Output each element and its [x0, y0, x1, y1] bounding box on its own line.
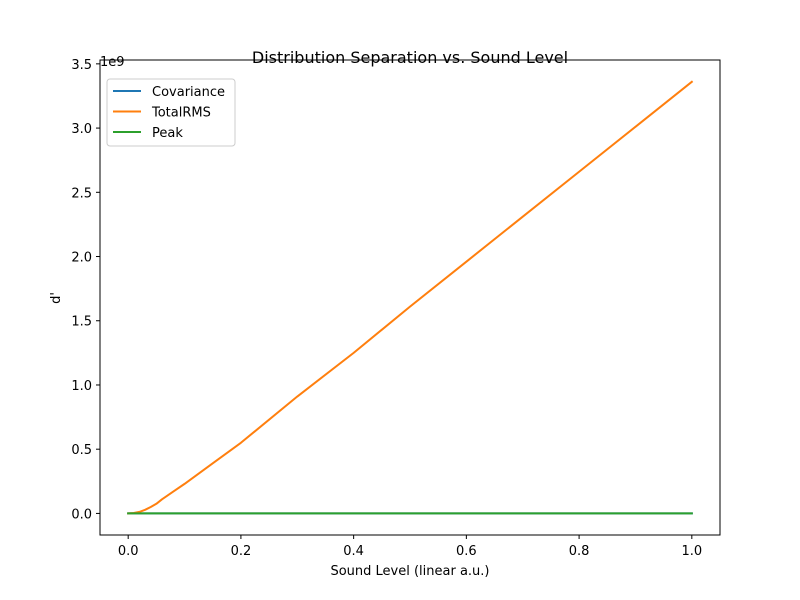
x-tick-label: 0.0: [118, 544, 139, 559]
legend-label-peak: Peak: [152, 126, 183, 141]
x-axis-title: Sound Level (linear a.u.): [330, 564, 489, 579]
x-tick-label: 0.2: [231, 544, 252, 559]
y-tick-label: 0.5: [71, 443, 92, 458]
legend-box: [106, 78, 236, 147]
x-tick-label: 0.4: [343, 544, 364, 559]
y-tick-label: 1.5: [71, 315, 92, 330]
y-tick-label: 3.0: [71, 122, 92, 137]
legend-label-covariance: Covariance: [152, 85, 225, 100]
legend-label-totalrms: TotalRMS: [151, 106, 211, 121]
chart-title: Distribution Separation vs. Sound Level: [252, 48, 568, 67]
y-tick-label: 1.0: [71, 379, 92, 394]
y-tick-label: 2.5: [71, 186, 92, 201]
y-tick-label: 3.5: [71, 58, 92, 73]
x-tick-label: 0.6: [456, 544, 477, 559]
x-tick-label: 1.0: [681, 544, 702, 559]
series-line-totalrms: [127, 80, 694, 515]
y-axis-offset-text: 1e9: [100, 55, 125, 70]
y-axis-ticks: 0.0 0.5 1.0 1.5 2.0 2.5 3.0 3.5: [71, 58, 100, 522]
series-layer: [127, 80, 694, 515]
x-tick-label: 0.8: [569, 544, 590, 559]
y-tick-label: 2.0: [71, 251, 92, 266]
y-tick-label: 0.0: [71, 507, 92, 522]
legend: Covariance TotalRMS Peak: [106, 78, 236, 147]
y-axis-title: d': [49, 292, 64, 304]
x-axis-ticks: 0.0 0.2 0.4 0.6 0.8 1.0: [118, 535, 702, 559]
